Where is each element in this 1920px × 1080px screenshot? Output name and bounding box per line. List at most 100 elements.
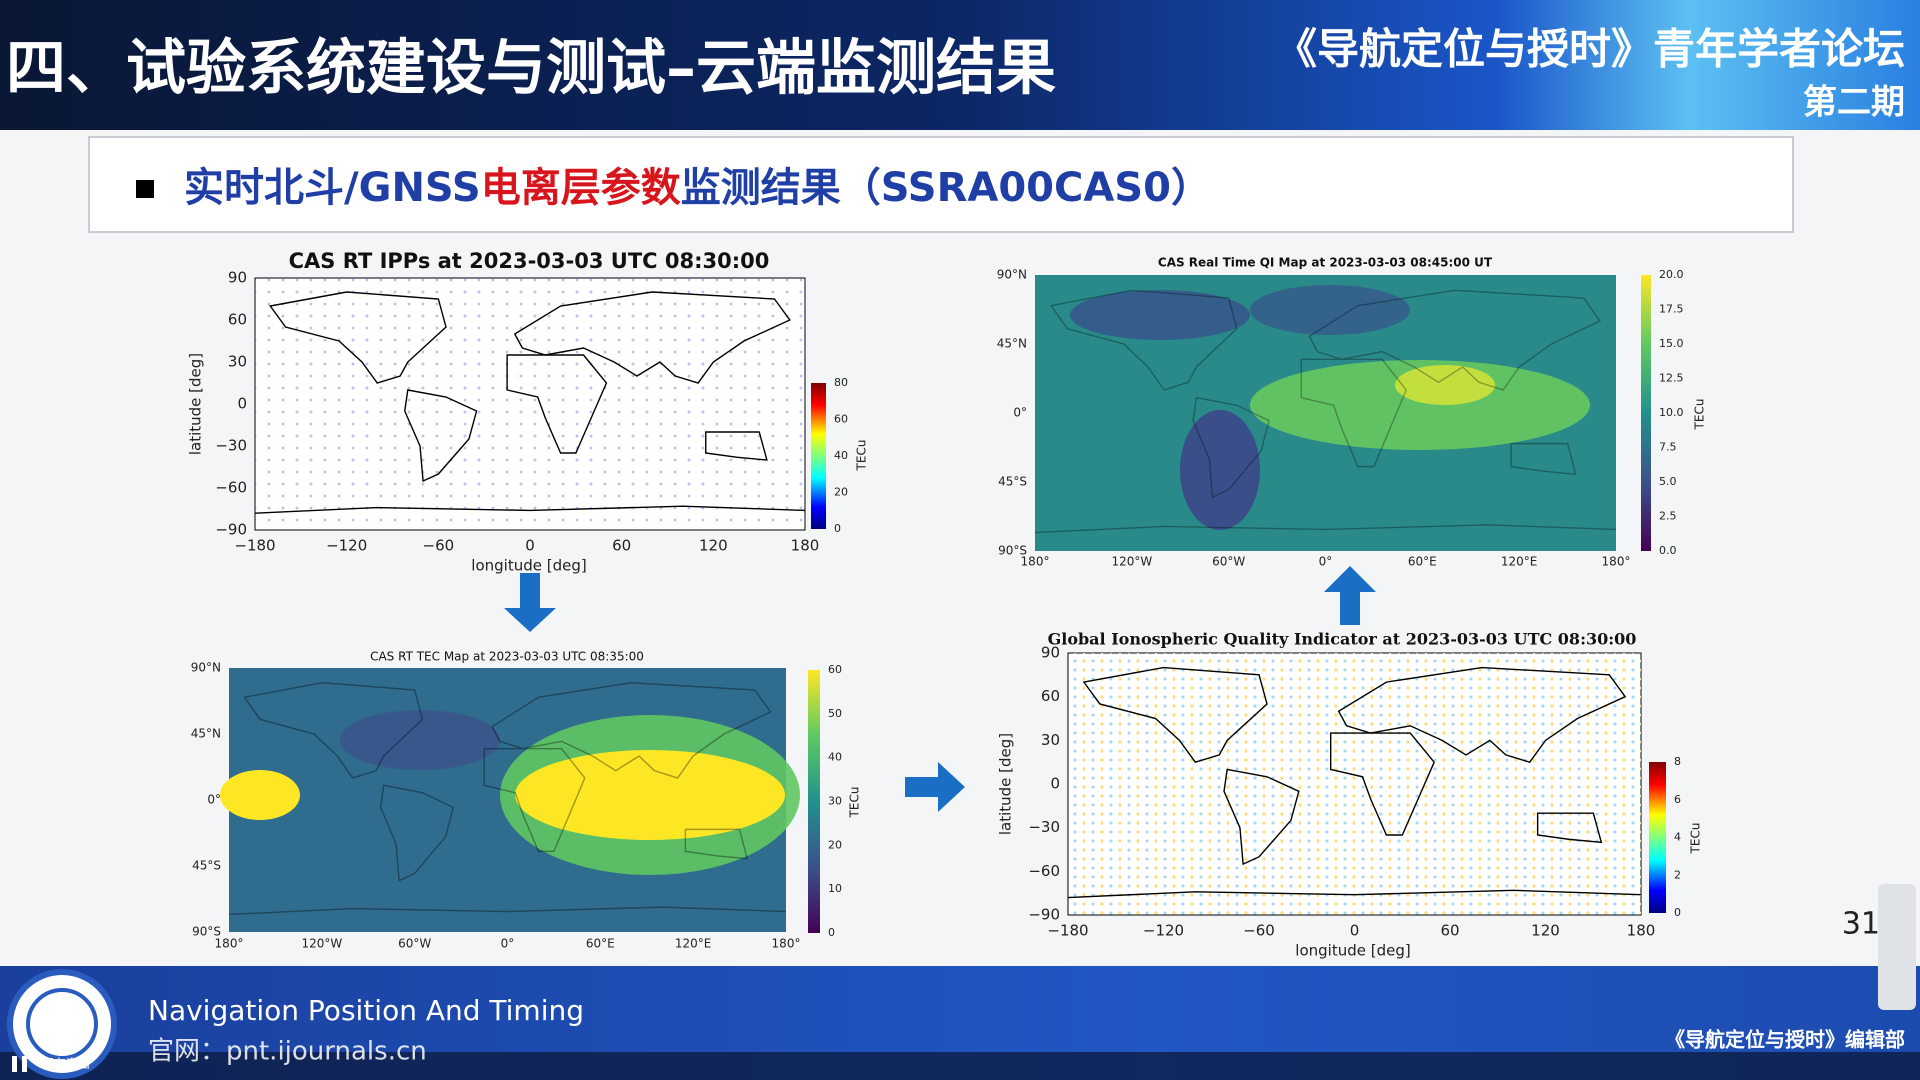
colorbar-tick-label: 0	[828, 926, 835, 939]
colorbar-tick-label: 50	[828, 707, 842, 720]
x-tick-label: 180°	[1602, 555, 1631, 569]
colorbar-tick-label: 60	[828, 663, 842, 676]
colorbar	[1649, 762, 1666, 913]
x-tick-label: 120°W	[1111, 555, 1152, 569]
x-tick-label: −120	[326, 537, 367, 555]
colorbar	[1641, 275, 1651, 551]
subtitle-part: 实时北斗/GNSS	[184, 165, 481, 211]
page-number: 31	[1842, 907, 1880, 942]
x-axis-label: longitude [deg]	[471, 557, 586, 575]
map-a	[253, 277, 807, 531]
colorbar-tick-label: 0	[834, 522, 841, 535]
x-tick-label: 180	[1627, 922, 1656, 940]
y-tick-label: −30	[215, 437, 247, 455]
x-tick-label: 120	[1531, 922, 1560, 940]
plots: CAS RT IPPs at 2023-03-03 UTC 08:30:00 −1…	[187, 249, 1707, 960]
x-tick-label: −180	[1047, 922, 1088, 940]
colorbar	[808, 670, 820, 933]
colorbar-tick-label: 30	[828, 795, 842, 808]
subtitle-part: 电离层参数	[481, 165, 681, 211]
slide-title: 四、试验系统建设与测试–云端监测结果	[6, 34, 1056, 104]
x-axis-label: longitude [deg]	[1295, 942, 1410, 960]
colorbar	[811, 383, 826, 529]
y-tick-label: 30	[228, 353, 247, 371]
colorbar-tick-label: 12.5	[1659, 372, 1684, 385]
colorbar-tick-label: 10	[828, 882, 842, 895]
y-tick-label: 0	[237, 395, 247, 413]
plot-title: CAS RT TEC Map at 2023-03-03 UTC 08:35:0…	[370, 650, 644, 664]
y-tick-label: 30	[1041, 731, 1060, 749]
editor: 《导航定位与授时》编辑部	[1665, 1028, 1905, 1052]
y-tick-label: 45°S	[192, 859, 221, 873]
x-tick-label: −180	[234, 537, 275, 555]
website: 官网：pnt.ijournals.cn	[148, 1037, 427, 1067]
y-tick-label: 90°N	[191, 661, 221, 675]
x-tick-label: 60°W	[398, 937, 431, 951]
side-widget[interactable]	[1878, 884, 1916, 1010]
x-tick-label: 60	[612, 537, 631, 555]
colorbar-tick-label: 20	[828, 838, 842, 851]
plot-title: CAS RT IPPs at 2023-03-03 UTC 08:30:00	[289, 249, 770, 273]
x-tick-label: 120°E	[1501, 555, 1538, 569]
bullet	[136, 180, 154, 198]
map-c	[220, 668, 800, 932]
logo-ring	[26, 988, 98, 1060]
y-tick-label: 90°S	[998, 544, 1027, 558]
colorbar-tick-label: 4	[1674, 831, 1681, 844]
x-tick-label: 120	[699, 537, 728, 555]
colorbar-tick-label: 15.0	[1659, 337, 1684, 350]
header-band	[0, 0, 1920, 130]
colorbar-tick-label: 20.0	[1659, 268, 1684, 281]
subtitle-box	[88, 136, 1794, 233]
colorbar-tick-label: 40	[834, 449, 848, 462]
pause-icon[interactable]	[22, 1056, 27, 1072]
x-tick-label: 0	[525, 537, 535, 555]
colorbar-tick-label: 7.5	[1659, 441, 1677, 454]
colorbar-tick-label: 0	[1674, 906, 1681, 919]
y-axis-label: latitude [deg]	[187, 353, 205, 455]
colorbar-tick-label: 10.0	[1659, 406, 1684, 419]
x-tick-label: 0°	[501, 937, 515, 951]
x-tick-label: 60°E	[1408, 555, 1437, 569]
map-d	[1066, 652, 1643, 916]
colorbar-tick-label: 2	[1674, 868, 1681, 881]
logo	[7, 969, 117, 1079]
forum-title: 《导航定位与授时》青年学者论坛	[1275, 25, 1905, 74]
colorbar-tick-label: 17.5	[1659, 303, 1684, 316]
y-tick-label: −30	[1028, 818, 1060, 836]
x-tick-label: 180°	[215, 937, 244, 951]
colorbar-tick-label: 0.0	[1659, 544, 1677, 557]
colorbar-tick-label: 60	[834, 413, 848, 426]
map-b	[1033, 275, 1618, 551]
journal-name: Navigation Position And Timing	[148, 994, 584, 1027]
colorbar-tick-label: 40	[828, 751, 842, 764]
colorbar-label: TECu	[855, 440, 869, 472]
x-tick-label: 60	[1440, 922, 1459, 940]
x-tick-label: 0°	[1319, 555, 1333, 569]
y-tick-label: −60	[1028, 862, 1060, 880]
x-tick-label: −60	[423, 537, 455, 555]
subtitle: 实时北斗/GNSS电离层参数监测结果（SSRA00CAS0）	[184, 165, 1211, 211]
y-tick-label: 0°	[207, 793, 221, 807]
plot-title: CAS Real Time QI Map at 2023-03-03 08:45…	[1158, 256, 1493, 270]
y-tick-label: −90	[1028, 906, 1060, 924]
colorbar-tick-label: 6	[1674, 793, 1681, 806]
y-tick-label: −60	[215, 479, 247, 497]
subtitle-part: 监测结果（SSRA00CAS0）	[681, 165, 1211, 211]
y-tick-label: 60	[1041, 687, 1060, 705]
y-tick-label: 0	[1050, 775, 1060, 793]
x-tick-label: 180°	[1021, 555, 1050, 569]
colorbar-label: TECu	[848, 787, 862, 819]
colorbar-label: TECu	[1689, 823, 1703, 855]
colorbar-tick-label: 8	[1674, 755, 1681, 768]
x-tick-label: 60°E	[586, 937, 615, 951]
colorbar-tick-label: 20	[834, 486, 848, 499]
x-tick-label: 60°W	[1212, 555, 1245, 569]
y-tick-label: 90	[1041, 644, 1060, 662]
y-axis-label: latitude [deg]	[997, 733, 1015, 835]
y-tick-label: 0°	[1013, 406, 1027, 420]
issue: 第二期	[1803, 83, 1905, 123]
arrow-right	[905, 762, 965, 812]
y-tick-label: −90	[215, 521, 247, 539]
pause-icon[interactable]	[12, 1056, 17, 1072]
